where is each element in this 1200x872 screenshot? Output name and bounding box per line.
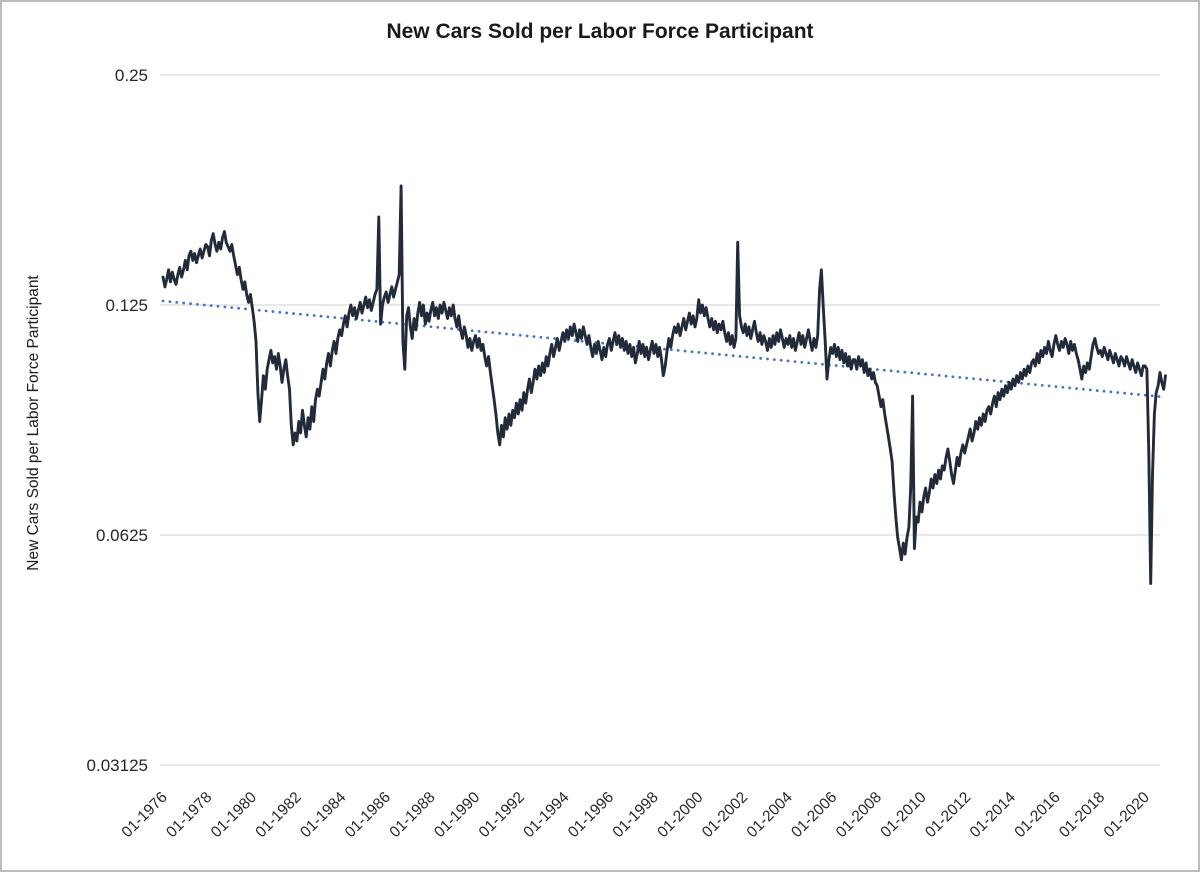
x-tick-label: 01-1976 xyxy=(119,789,171,841)
x-tick-label: 01-1978 xyxy=(163,789,215,841)
x-tick-label: 01-2016 xyxy=(1011,789,1063,841)
x-tick-label: 01-1990 xyxy=(431,789,484,842)
x-tick-label: 01-1980 xyxy=(208,789,261,842)
x-tick-label: 01-1982 xyxy=(252,789,304,841)
trendline xyxy=(161,299,1167,399)
y-tick-label: 0.0625 xyxy=(96,526,148,545)
x-tick-label: 01-1984 xyxy=(297,789,350,842)
x-tick-label: 01-1986 xyxy=(342,789,394,841)
data-series-line xyxy=(161,184,1167,585)
x-tick-label: 01-1992 xyxy=(476,789,528,841)
x-tick-label: 01-1994 xyxy=(520,789,573,842)
x-tick-label: 01-2020 xyxy=(1101,789,1154,842)
y-tick-label: 0.125 xyxy=(105,296,148,315)
y-tick-label: 0.25 xyxy=(115,66,148,85)
x-tick-label: 01-2008 xyxy=(833,789,885,841)
x-tick-label: 01-1998 xyxy=(610,789,662,841)
x-tick-label: 01-2010 xyxy=(877,789,930,842)
x-tick-label: 01-2002 xyxy=(699,789,751,841)
x-tick-label: 01-2000 xyxy=(654,789,707,842)
chart-title: New Cars Sold per Labor Force Participan… xyxy=(386,20,814,43)
x-tick-label: 01-2014 xyxy=(967,789,1020,842)
x-tick-label: 01-1996 xyxy=(565,789,617,841)
y-tick-label: 0.03125 xyxy=(87,756,148,775)
x-tick-label: 01-2006 xyxy=(788,789,840,841)
x-tick-label: 01-2012 xyxy=(922,789,974,841)
x-tick-label: 01-1988 xyxy=(386,789,438,841)
x-tick-label: 01-2018 xyxy=(1056,789,1108,841)
x-tick-label: 01-2004 xyxy=(744,789,797,842)
